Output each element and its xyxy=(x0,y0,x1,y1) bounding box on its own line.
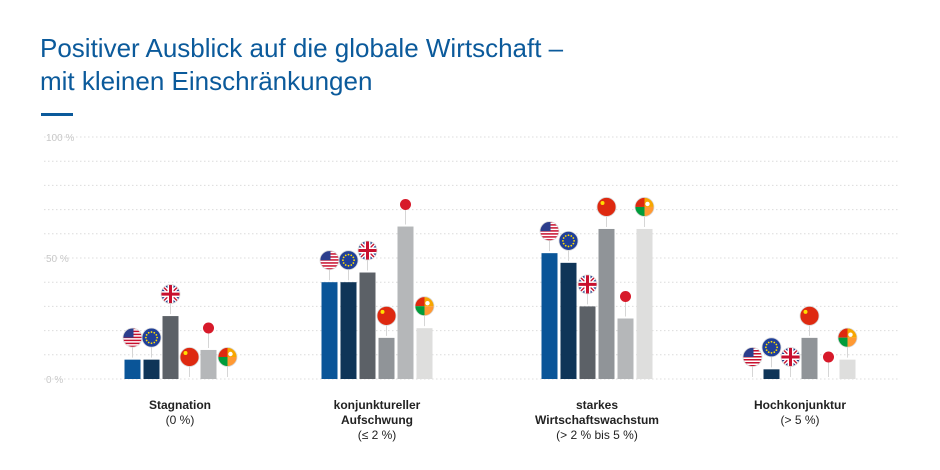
bar xyxy=(200,349,217,379)
category-range: (0 %) xyxy=(165,413,195,427)
category-label-hochkonjunktur: Hochkonjunktur (> 5 %) xyxy=(705,398,895,428)
flag-markers xyxy=(122,197,858,377)
us-flag-icon xyxy=(742,347,763,377)
category-label-wachstum: starkes Wirtschaftswachstum (> 2 % bis 5… xyxy=(502,398,692,443)
y-tick-label: 100 % xyxy=(46,133,74,144)
bar xyxy=(763,369,780,379)
japan-flag-icon xyxy=(823,351,834,377)
bar xyxy=(416,328,433,379)
bar xyxy=(598,228,615,379)
eu-flag-icon xyxy=(141,327,162,358)
page-title: Positiver Ausblick auf die globale Wirts… xyxy=(40,32,563,98)
bar xyxy=(397,226,414,379)
category-name-line-2: Wirtschaftswachstum xyxy=(535,413,659,427)
emerging-markets-icon xyxy=(414,296,435,327)
china-flag-icon xyxy=(179,347,200,377)
china-flag-icon xyxy=(799,305,820,336)
us-flag-icon xyxy=(319,250,340,281)
japan-flag-icon xyxy=(203,322,214,348)
category-name-line-2: Aufschwung xyxy=(341,413,413,427)
china-flag-icon xyxy=(596,197,617,227)
category-range: (> 2 % bis 5 %) xyxy=(556,428,638,442)
emerging-markets-icon xyxy=(217,347,238,377)
y-tick-label: 50 % xyxy=(46,254,69,265)
japan-flag-icon xyxy=(620,291,631,317)
emerging-markets-icon xyxy=(634,197,655,227)
eu-flag-icon xyxy=(558,230,579,261)
category-label-aufschwung: konjunktureller Aufschwung (≤ 2 %) xyxy=(282,398,472,443)
uk-flag-icon xyxy=(357,240,378,271)
category-label-stagnation: Stagnation (0 %) xyxy=(85,398,275,428)
title-underline xyxy=(41,113,73,116)
bar xyxy=(378,337,395,379)
category-name-line-1: konjunktureller xyxy=(333,398,421,412)
category-name: Hochkonjunktur xyxy=(754,398,846,412)
uk-flag-icon xyxy=(780,347,801,377)
category-name-line-1: starkes xyxy=(575,398,619,412)
bars xyxy=(124,226,856,379)
us-flag-icon xyxy=(539,221,560,252)
bar xyxy=(560,262,577,379)
bar xyxy=(636,228,653,379)
bar xyxy=(143,359,160,379)
us-flag-icon xyxy=(122,327,143,358)
bar xyxy=(124,359,141,379)
bar xyxy=(839,359,856,379)
china-flag-icon xyxy=(376,305,397,336)
bar xyxy=(617,318,634,379)
category-range: (≤ 2 %) xyxy=(357,428,397,442)
bar xyxy=(162,316,179,379)
title-line-1: Positiver Ausblick auf die globale Wirts… xyxy=(40,33,564,63)
bar xyxy=(321,282,338,379)
bar xyxy=(340,282,357,379)
gridlines xyxy=(44,136,900,380)
japan-flag-icon xyxy=(400,199,411,225)
bar xyxy=(579,306,596,379)
uk-flag-icon xyxy=(160,284,181,315)
eu-flag-icon xyxy=(761,337,782,368)
bar xyxy=(801,337,818,379)
category-range: (> 5 %) xyxy=(780,413,820,427)
title-line-2: mit kleinen Einschränkungen xyxy=(40,66,373,96)
eu-flag-icon xyxy=(338,250,359,281)
y-tick-label: 0 % xyxy=(46,375,63,386)
category-name: Stagnation xyxy=(149,398,211,412)
emerging-markets-icon xyxy=(837,327,858,358)
uk-flag-icon xyxy=(577,274,598,305)
bar xyxy=(541,253,558,379)
bar xyxy=(359,272,376,379)
